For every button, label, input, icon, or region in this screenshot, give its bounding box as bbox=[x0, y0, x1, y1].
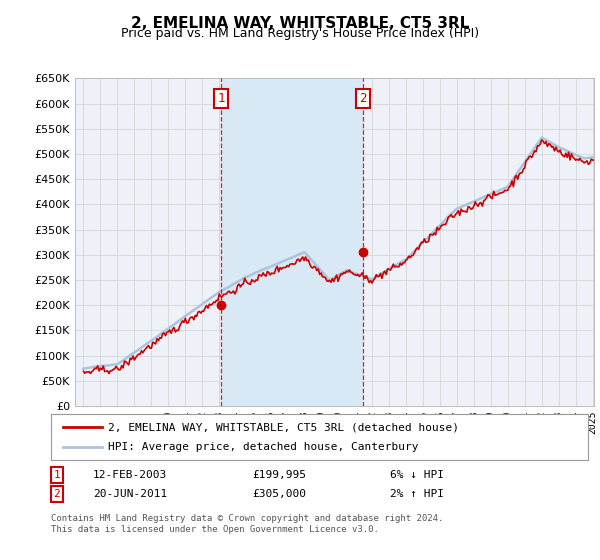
Text: £199,995: £199,995 bbox=[252, 470, 306, 480]
Text: HPI: Average price, detached house, Canterbury: HPI: Average price, detached house, Cant… bbox=[108, 442, 419, 452]
Text: 2, EMELINA WAY, WHITSTABLE, CT5 3RL: 2, EMELINA WAY, WHITSTABLE, CT5 3RL bbox=[131, 16, 469, 31]
Text: 1: 1 bbox=[53, 470, 61, 480]
Text: 2: 2 bbox=[359, 92, 367, 105]
Text: Price paid vs. HM Land Registry's House Price Index (HPI): Price paid vs. HM Land Registry's House … bbox=[121, 27, 479, 40]
Text: 2, EMELINA WAY, WHITSTABLE, CT5 3RL (detached house): 2, EMELINA WAY, WHITSTABLE, CT5 3RL (det… bbox=[108, 422, 459, 432]
Text: 2% ↑ HPI: 2% ↑ HPI bbox=[390, 489, 444, 499]
Text: 2: 2 bbox=[53, 489, 61, 499]
Text: 12-FEB-2003: 12-FEB-2003 bbox=[93, 470, 167, 480]
Text: Contains HM Land Registry data © Crown copyright and database right 2024.: Contains HM Land Registry data © Crown c… bbox=[51, 514, 443, 523]
Bar bbox=[221, 78, 363, 406]
Text: 20-JUN-2011: 20-JUN-2011 bbox=[93, 489, 167, 499]
Text: 1: 1 bbox=[218, 92, 225, 105]
Text: £305,000: £305,000 bbox=[252, 489, 306, 499]
Text: This data is licensed under the Open Government Licence v3.0.: This data is licensed under the Open Gov… bbox=[51, 525, 379, 534]
Text: 6% ↓ HPI: 6% ↓ HPI bbox=[390, 470, 444, 480]
